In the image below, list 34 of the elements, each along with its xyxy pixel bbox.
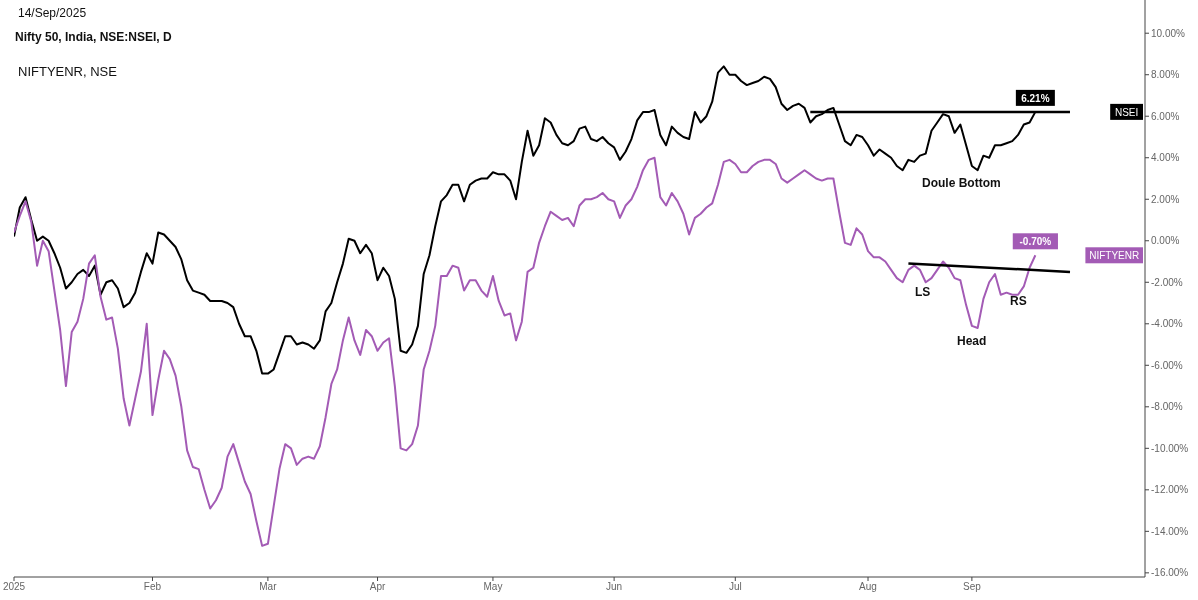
y-tick-label: 6.00% <box>1151 110 1180 122</box>
text: NSEI <box>1114 106 1139 118</box>
y-tick-label: -10.00% <box>1151 442 1189 454</box>
y-tick-label: -12.00% <box>1151 484 1189 496</box>
x-tick-label: Jul <box>728 581 742 593</box>
annotation: Head <box>957 334 987 348</box>
annotation: LS <box>915 285 931 299</box>
x-tick-label: Jun <box>606 581 623 593</box>
y-tick-label: 10.00% <box>1151 27 1186 39</box>
annotation: RS <box>1010 294 1027 308</box>
y-tick-label: -6.00% <box>1151 359 1183 371</box>
x-tick-label: Sep <box>962 581 982 593</box>
text: NIFTYENR <box>1089 250 1140 262</box>
x-tick-label: 2025 <box>2 581 26 593</box>
x-tick-label: Aug <box>859 581 877 593</box>
x-tick-label: Apr <box>369 581 386 593</box>
y-tick-label: -14.00% <box>1151 525 1189 537</box>
y-tick-label: -2.00% <box>1151 276 1183 288</box>
x-tick-label: Mar <box>259 581 278 593</box>
data-label: 6.21% <box>1021 92 1050 104</box>
x-tick-label: May <box>483 581 503 593</box>
annotation: 14/Sep/2025 <box>18 6 87 20</box>
y-tick-label: 2.00% <box>1151 193 1180 205</box>
x-tick-label: Feb <box>143 581 162 593</box>
annotation: Doule Bottom <box>922 176 1001 190</box>
y-tick-label: 4.00% <box>1151 152 1180 164</box>
y-tick-label: -8.00% <box>1151 401 1183 413</box>
y-tick-label: 0.00% <box>1151 235 1180 247</box>
text: NIFTYENR, NSE <box>18 64 117 79</box>
y-tick-label: 8.00% <box>1151 69 1180 81</box>
y-tick-label: -4.00% <box>1151 318 1183 330</box>
data-label: -0.70% <box>1019 236 1052 248</box>
text: Nifty 50, India, NSE:NSEI, D <box>15 30 172 44</box>
y-tick-label: -16.00% <box>1151 567 1189 579</box>
